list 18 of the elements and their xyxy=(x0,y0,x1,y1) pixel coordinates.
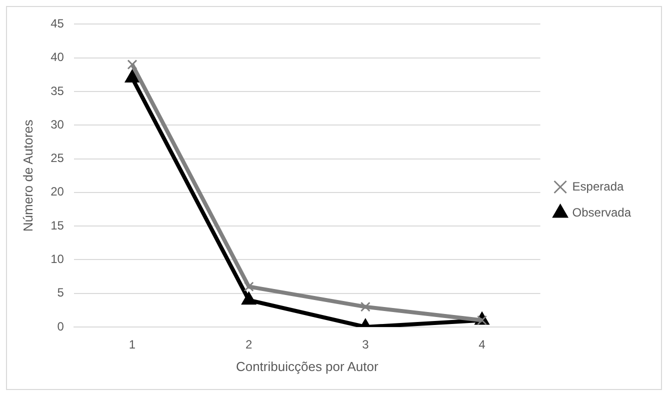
legend-label: Observada xyxy=(572,205,632,220)
x-tick-label: 4 xyxy=(478,338,486,352)
y-tick-label: 35 xyxy=(50,84,64,98)
legend-label: Esperada xyxy=(572,179,624,194)
y-tick-label: 0 xyxy=(57,319,64,334)
y-tick-label: 40 xyxy=(50,50,64,64)
y-tick-label: 10 xyxy=(50,252,64,266)
y-tick-label: 20 xyxy=(50,184,64,199)
x-tick-label: 2 xyxy=(245,338,252,352)
y-tick-label: 5 xyxy=(57,286,64,300)
x-tick-label: 1 xyxy=(128,338,136,352)
y-tick-label: 45 xyxy=(50,16,64,31)
x-tick-label: 3 xyxy=(362,338,370,352)
y-axis-title: Número de Autores xyxy=(20,119,36,232)
y-tick-label: 15 xyxy=(50,218,64,232)
x-axis-title: Contribuicções por Autor xyxy=(236,358,379,374)
y-tick-label: 25 xyxy=(50,151,64,166)
y-tick-label: 30 xyxy=(50,117,64,132)
